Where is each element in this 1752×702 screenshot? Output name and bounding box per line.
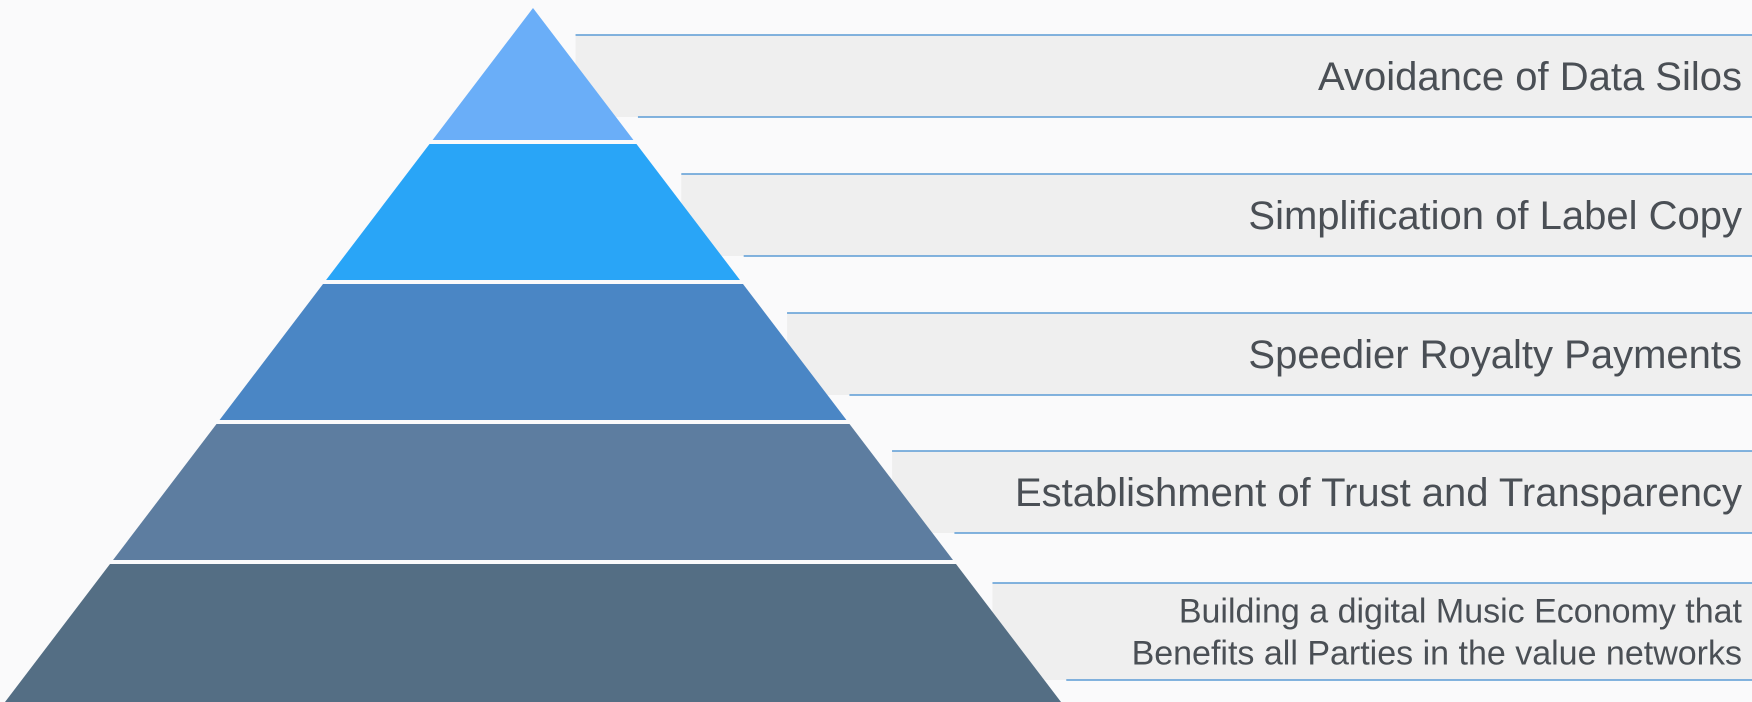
pyramid-layers	[5, 8, 1061, 702]
label-band-5	[992, 583, 1752, 680]
layer-labels: Avoidance of Data Silos Simplification of…	[1015, 55, 1743, 673]
label-band-3	[787, 313, 1752, 395]
layer-label-1: Avoidance of Data Silos	[1318, 55, 1742, 99]
layer-label-5-line-1: Building a digital Music Economy that	[1179, 593, 1743, 631]
layer-label-5-line-2: Benefits all Parties in the value networ…	[1132, 635, 1742, 673]
label-bands	[575, 34, 1752, 681]
pyramid-layer-4	[113, 424, 953, 560]
pyramid-layer-5	[5, 564, 1061, 702]
label-band-2	[681, 174, 1752, 256]
layer-label-4: Establishment of Trust and Transparency	[1015, 471, 1742, 515]
label-band-4	[892, 451, 1752, 533]
label-band-1	[575, 35, 1752, 117]
layer-label-2: Simplification of Label Copy	[1248, 194, 1742, 238]
layer-label-3: Speedier Royalty Payments	[1248, 333, 1742, 377]
pyramid-layer-2	[326, 144, 740, 280]
pyramid-layer-3	[219, 284, 847, 420]
pyramid-layer-1	[432, 8, 634, 140]
